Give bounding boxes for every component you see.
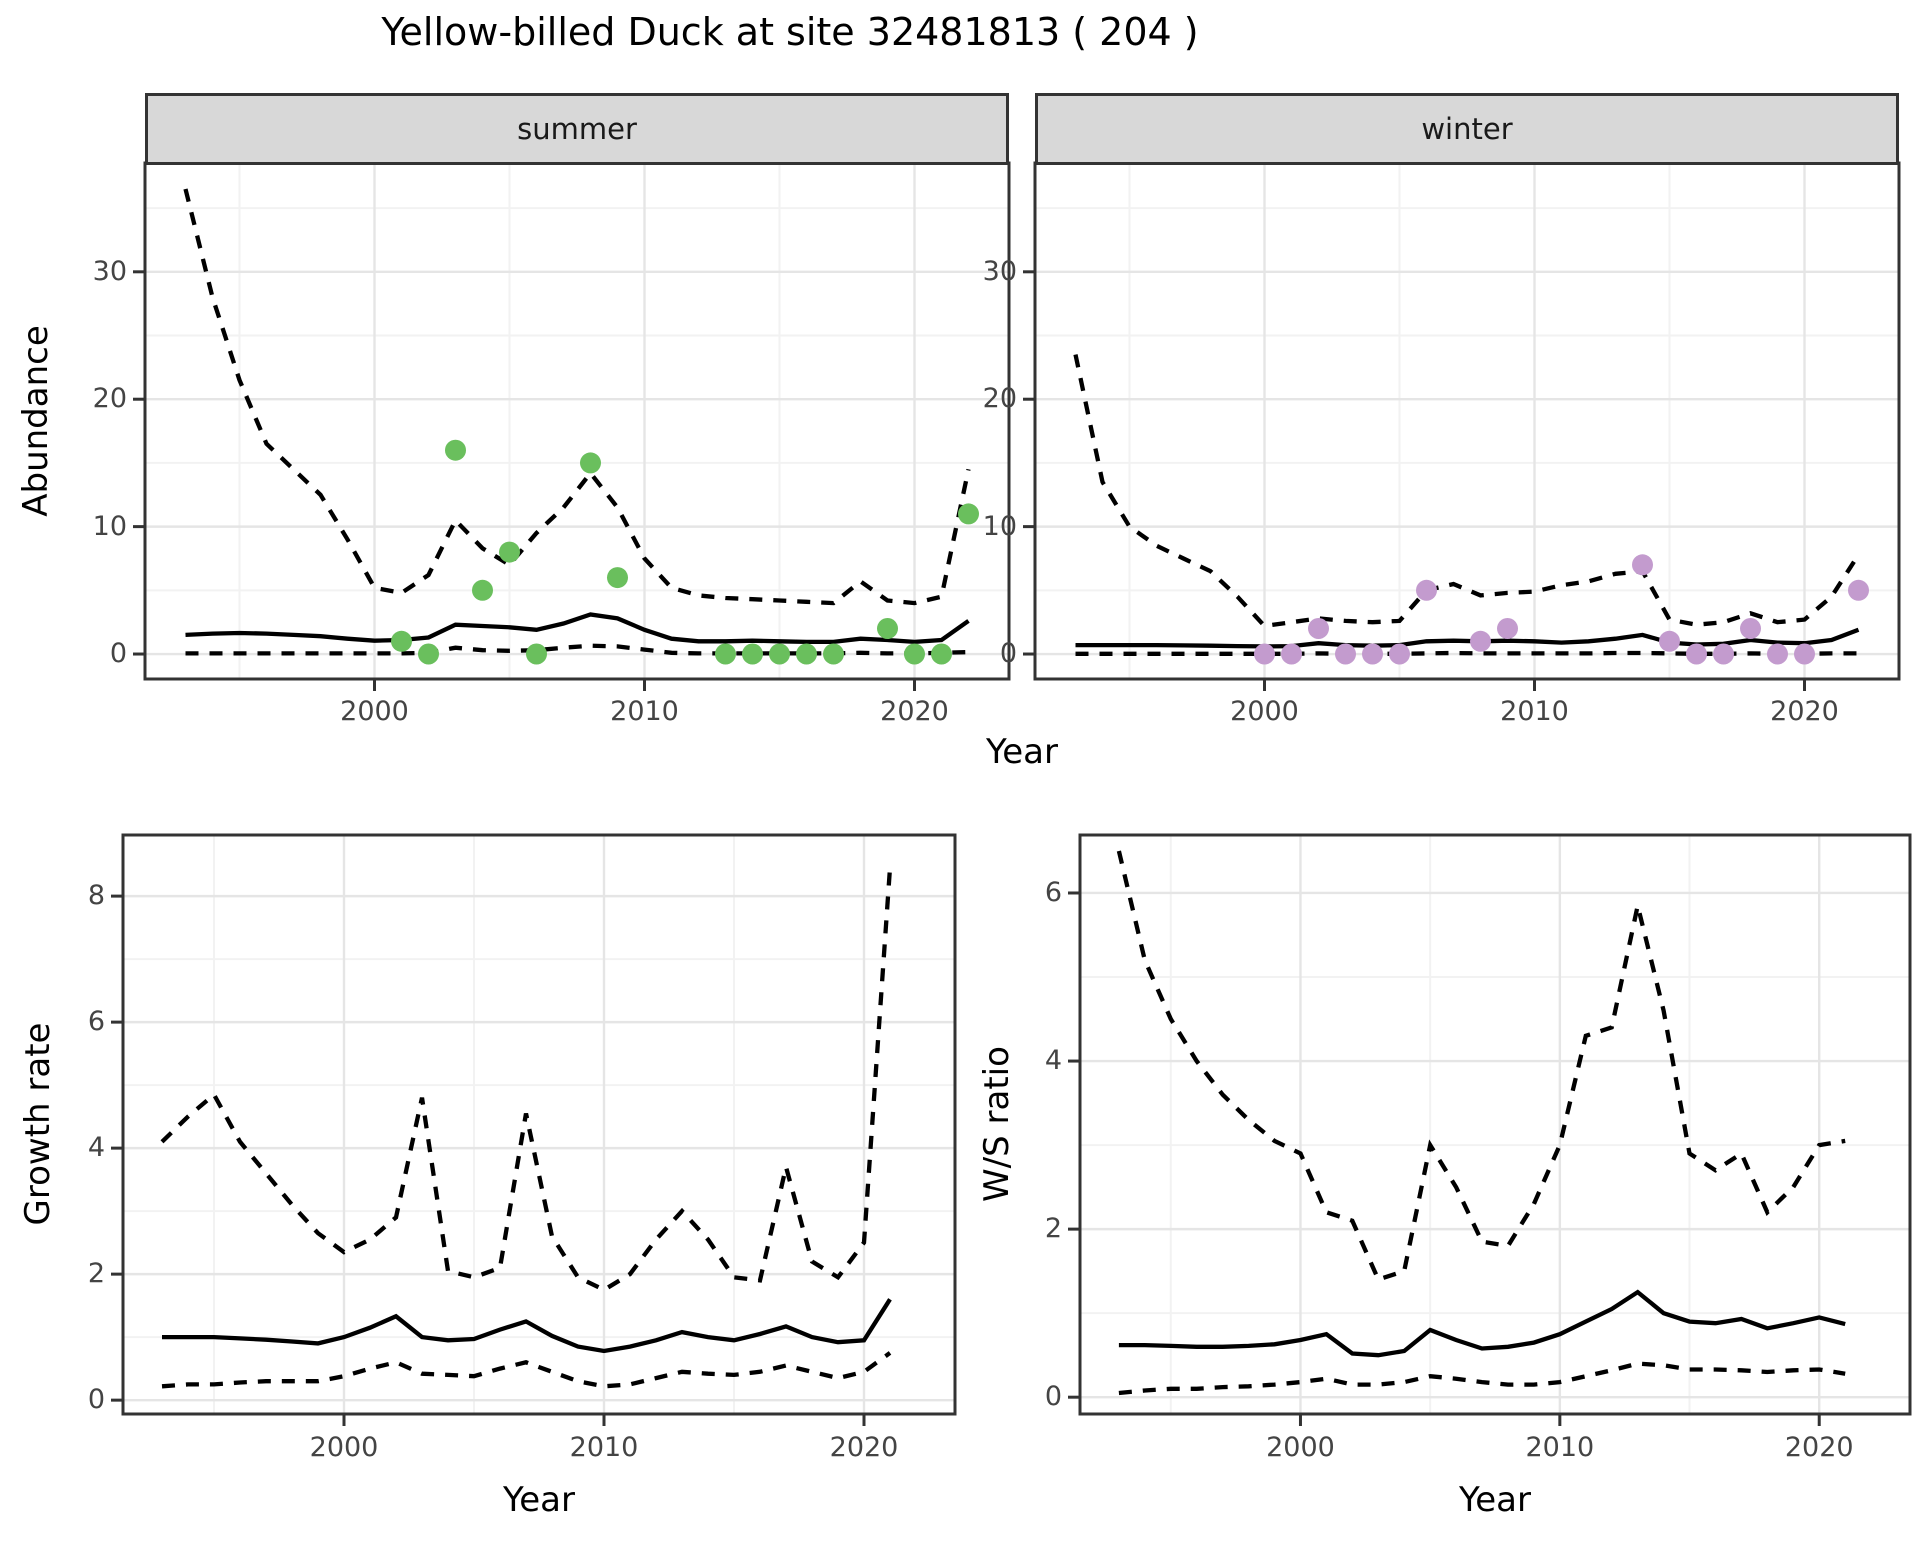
panel-border <box>143 161 1011 681</box>
observed-point <box>1308 618 1329 639</box>
observed-point <box>1281 643 1302 665</box>
observed-point <box>607 567 628 589</box>
observed-point <box>1254 643 1275 665</box>
observed-point <box>1767 643 1788 665</box>
observed-point <box>1632 554 1653 576</box>
observed-point <box>1362 643 1383 665</box>
observed-point <box>931 643 952 665</box>
y-axis-title-abundance: Abundance <box>16 325 56 517</box>
observed-point <box>391 630 412 652</box>
panel-border <box>1033 161 1901 681</box>
x-tick-label: 2000 <box>309 1432 379 1463</box>
page-title: Yellow-billed Duck at site 32481813 ( 20… <box>381 10 1199 54</box>
y-tick-label: 8 <box>87 880 105 912</box>
observed-point <box>1659 630 1680 652</box>
y-tick-label: 6 <box>1044 876 1062 908</box>
x-tick-label: 2010 <box>1525 1432 1595 1463</box>
median-line <box>1075 627 1860 649</box>
observed-point <box>1848 579 1869 601</box>
x-axis-title-growth-rate: Year <box>503 1480 575 1520</box>
lower_ci-line <box>1118 1361 1846 1396</box>
x-tick-label: 2020 <box>829 1432 899 1463</box>
median-line <box>162 1298 892 1354</box>
x-tick-label: 2020 <box>1770 696 1839 727</box>
y-tick-label: 10 <box>982 510 1017 542</box>
observed-point <box>1686 643 1707 665</box>
facet-strip-summer-label: summer <box>517 112 637 146</box>
observed-point <box>904 643 925 665</box>
y-tick-label: 0 <box>1044 1381 1062 1413</box>
observed-point <box>715 643 736 665</box>
x-axis-title-top: Year <box>986 732 1058 772</box>
observed-point <box>742 643 763 665</box>
x-tick-label: 2020 <box>1784 1432 1854 1463</box>
lower_ci-line <box>161 1351 892 1389</box>
x-tick-label: 2010 <box>569 1432 639 1463</box>
y-tick-label: 10 <box>92 510 127 542</box>
observed-point <box>796 643 817 665</box>
y-tick-label: 4 <box>1044 1045 1062 1077</box>
y-tick-label: 2 <box>1044 1213 1062 1245</box>
facet-strip-summer: summer <box>145 93 1009 165</box>
observed-point <box>472 579 493 601</box>
observed-point <box>1713 643 1734 665</box>
y-tick-label: 6 <box>87 1006 105 1038</box>
median-line <box>185 612 970 645</box>
observed-point <box>769 643 790 665</box>
x-tick-label: 2000 <box>340 696 409 727</box>
observed-point <box>1416 579 1437 601</box>
observed-point <box>1470 630 1491 652</box>
upper_ci-line <box>160 867 893 1293</box>
x-tick-label: 2000 <box>1266 1432 1335 1463</box>
y-tick-label: 0 <box>109 638 127 670</box>
observed-point <box>877 618 898 639</box>
y-tick-label: 4 <box>87 1132 105 1164</box>
y-tick-label: 20 <box>982 383 1017 415</box>
upper_ci-line <box>183 188 971 606</box>
observed-point <box>580 452 601 474</box>
upper_ci-line <box>1116 850 1846 1283</box>
y-tick-label: 30 <box>92 255 127 287</box>
y-tick-label: 20 <box>92 383 127 415</box>
median-line <box>1118 1289 1846 1358</box>
observed-point <box>958 503 979 525</box>
x-tick-label: 2020 <box>880 696 949 727</box>
x-tick-label: 2010 <box>610 696 679 727</box>
observed-point <box>1794 643 1815 665</box>
x-tick-label: 2000 <box>1230 696 1299 727</box>
observed-point <box>1497 618 1518 639</box>
panel-border <box>121 833 957 1416</box>
upper_ci-line <box>1073 354 1861 629</box>
observed-point <box>526 643 547 665</box>
y-tick-label: 0 <box>999 638 1017 670</box>
observed-point <box>823 643 844 665</box>
observed-point <box>445 439 466 461</box>
x-axis-title-ws-ratio: Year <box>1459 1480 1531 1520</box>
x-tick-label: 2010 <box>1500 696 1569 727</box>
facet-strip-winter-label: winter <box>1421 112 1513 146</box>
y-tick-label: 30 <box>982 255 1017 287</box>
observed-point <box>418 643 439 665</box>
observed-point <box>1740 618 1761 639</box>
y-tick-label: 0 <box>87 1384 105 1416</box>
facet-strip-winter: winter <box>1035 93 1899 165</box>
panel-border <box>1078 833 1912 1416</box>
lower_ci-line <box>185 643 969 656</box>
observed-point <box>1389 643 1410 665</box>
observed-point <box>499 541 520 563</box>
y-tick-label: 2 <box>87 1258 105 1290</box>
observed-point <box>1335 643 1356 665</box>
